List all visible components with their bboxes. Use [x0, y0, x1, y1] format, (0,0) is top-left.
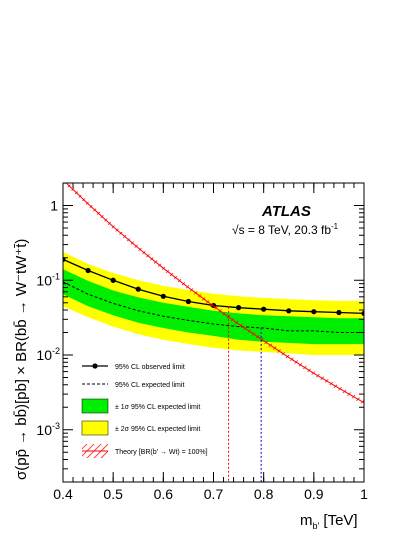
x-tick-label: 0.8 — [254, 486, 274, 502]
legend-label: ± 2σ 95% CL expected limit — [115, 426, 200, 433]
theory-band — [63, 183, 364, 406]
x-tick-label: 0.9 — [304, 486, 324, 502]
observed-limit-point — [286, 308, 292, 314]
legend-observed-marker — [92, 363, 98, 369]
theory-line — [65, 183, 364, 404]
observed-limit-point — [185, 298, 192, 305]
experiment-label: ATLAS — [261, 203, 311, 220]
y-tick-label: 10-1 — [36, 271, 60, 288]
legend-label: ± 1σ 95% CL expected limit — [115, 404, 200, 411]
band-1sigma — [63, 269, 364, 345]
observed-limit-point — [135, 286, 141, 292]
observed-limit-point — [261, 306, 267, 312]
energy-label: √s = 8 TeV, 20.3 fb-1 — [232, 222, 339, 237]
observed-limit-point — [235, 305, 242, 311]
legend: 95% CL observed limit 95% CL expected lim… — [81, 363, 208, 458]
x-tick-label: 0.4 — [53, 486, 73, 502]
y-axis-title: σ(pp̄ → bb̄)[pb] × BR(bb̄ → W⁻tW⁺t̄) — [13, 239, 30, 480]
observed-limit-point — [336, 309, 342, 316]
x-tick-label: 1 — [360, 486, 368, 502]
legend-1sigma-swatch — [81, 398, 109, 414]
x-tick-label: 0.5 — [103, 486, 123, 502]
x-tick-label: 0.7 — [204, 486, 224, 502]
observed-limit-point — [361, 310, 364, 317]
legend-label: 95% CL expected limit — [115, 382, 184, 389]
y-tick-label: 1 — [50, 198, 58, 214]
legend-2sigma-swatch — [81, 420, 109, 436]
observed-limit-point — [160, 293, 166, 299]
x-tick-label: 0.6 — [154, 486, 174, 502]
x-axis-title: mb' [TeV] — [300, 512, 358, 531]
expected-limit-line — [63, 281, 364, 333]
observed-limit-point — [110, 277, 116, 283]
y-tick-label: 10-3 — [36, 421, 60, 438]
legend-label: Theory [BR(b' → Wt) = 100%] — [115, 449, 208, 456]
observed-limit-point — [311, 309, 317, 315]
y-tick-label: 10-2 — [36, 346, 60, 363]
legend-label: 95% CL observed limit — [115, 364, 185, 371]
observed-limit-point — [85, 267, 91, 274]
